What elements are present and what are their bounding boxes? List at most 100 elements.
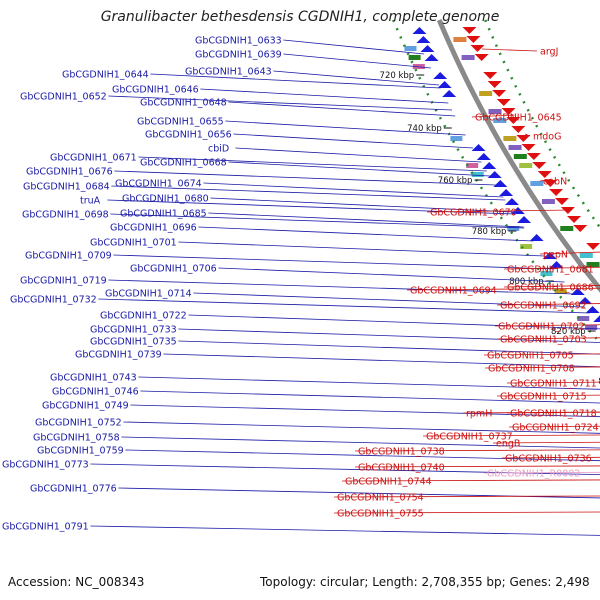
left-leader-line (108, 279, 575, 295)
right-gene-label: GbCGDNIH1_0740 (358, 463, 445, 474)
reverse-gene-arrow (482, 162, 497, 169)
tick-label: 720 kbp (380, 71, 415, 81)
feature-block (579, 253, 593, 258)
forward-gene-arrow (466, 36, 481, 43)
left-gene-label: GbCGDNIH1_0698 (22, 210, 109, 221)
left-gene-label: GbCGDNIH1_0701 (90, 238, 177, 249)
reverse-gene-arrow (504, 198, 519, 205)
left-gene-label: GbCGDNIH1_0639 (195, 50, 282, 61)
right-gene-label: GbCGDNIH1_0705 (487, 351, 574, 362)
forward-gene-arrow (549, 189, 564, 196)
left-gene-label: GbCGDNIH1_0676 (26, 167, 113, 178)
left-leader-line (188, 314, 600, 330)
label-leader-lines (90, 39, 600, 536)
tick-760-kbp: 760 kbp (438, 176, 483, 186)
feature-block (513, 154, 527, 159)
right-gene-label: GbCGDNIH1_0724 (512, 423, 599, 434)
right-gene-label: GbCGDNIH1_0744 (345, 477, 432, 488)
left-leader-line (210, 197, 514, 213)
forward-gene-arrow (474, 54, 489, 61)
right-leader-line (503, 266, 600, 270)
left-leader-line (225, 120, 466, 136)
left-gene-label: GbCGDNIH1_0791 (2, 522, 89, 533)
feature-block (453, 37, 467, 42)
right-leader-line (506, 411, 600, 414)
right-leader-line (483, 471, 600, 474)
left-gene-label: GbCGDNIH1_0656 (145, 130, 232, 141)
right-leader-line (539, 251, 600, 255)
feature-block (408, 55, 421, 60)
forward-gene-arrow (492, 90, 507, 97)
accession-text: Accession: NC_008343 (8, 575, 145, 589)
left-gene-label: GbCGDNIH1_0752 (35, 418, 122, 429)
right-leader-line (426, 209, 572, 213)
left-gene-label: GbCGDNIH1_0709 (25, 251, 112, 262)
reverse-gene-arrow (433, 72, 448, 79)
left-leader-line (140, 390, 600, 404)
feature-block (560, 226, 574, 231)
left-gene-label: GbCGDNIH1_0749 (42, 401, 129, 412)
feature-block (585, 325, 598, 330)
feature-block (493, 118, 507, 123)
reverse-gene-arrow (517, 216, 532, 223)
left-leader-line (110, 213, 525, 229)
left-gene-label: GbCGDNIH1_0643 (185, 67, 272, 78)
left-gene-label: GbCGDNIH1_0739 (75, 350, 162, 361)
right-gene-label: GbCGDNIH1_0711 (510, 379, 597, 390)
left-gene-label: GbCGDNIH1_0706 (130, 264, 217, 275)
feature-block (540, 271, 553, 276)
right-gene-label: GbCGDNIH1_0718 (510, 409, 597, 420)
reverse-gene-arrow (593, 315, 600, 322)
left-leader-line (130, 404, 600, 418)
forward-gene-arrow (462, 27, 477, 34)
right-gene-label: GbCGDNIH1_0686 (507, 283, 594, 294)
tick-label: 740 kbp (407, 124, 442, 134)
left-leader-line (228, 161, 490, 177)
right-leader-line (406, 287, 600, 291)
right-leader-line (483, 353, 600, 356)
forward-gene-arrow (586, 243, 600, 250)
left-gene-label: GbCGDNIH1_0714 (105, 289, 192, 300)
tick-740-kbp: 740 kbp (407, 124, 452, 134)
left-leader-line (178, 340, 600, 355)
right-gene-label: GbCGDNIH1_0754 (337, 493, 424, 504)
left-gene-label: GbCGDNIH1_0668 (140, 158, 227, 169)
right-gene-label: engB (496, 439, 520, 450)
left-gene-label: GbCGDNIH1_0722 (100, 311, 187, 322)
forward-gene-arrow (487, 81, 502, 88)
forward-gene-arrow (543, 180, 558, 187)
right-leader-line (539, 178, 552, 182)
left-gene-label: GbCGDNIH1_0652 (20, 92, 107, 103)
left-leader-line (125, 449, 600, 462)
left-leader-line (111, 185, 506, 201)
tick-720-kbp: 720 kbp (380, 71, 425, 81)
feature-block (479, 91, 493, 96)
left-gene-label: GbCGDNIH1_0674 (115, 179, 202, 190)
right-leader-line (524, 133, 531, 137)
left-leader-line (98, 298, 591, 314)
left-leader-line (150, 73, 441, 89)
left-gene-label: GbCGDNIH1_0644 (62, 70, 149, 81)
right-leader-line (496, 303, 600, 306)
reverse-gene-arrow (412, 27, 427, 34)
forward-gene-arrow (496, 99, 511, 106)
map-title: Granulibacter bethesdensis CGDNIH1, comp… (100, 9, 500, 25)
left-leader-line (233, 133, 474, 149)
left-gene-label: GbCGDNIH1_0759 (37, 446, 124, 457)
right-leader-line (481, 48, 538, 52)
right-leader-line (354, 449, 600, 452)
left-leader-line (198, 226, 534, 242)
reverse-gene-arrow (420, 45, 435, 52)
right-gene-label: rpmH (466, 409, 492, 420)
left-leader-line (283, 39, 425, 55)
feature-block (520, 244, 533, 249)
right-gene-label: mdoG (533, 132, 561, 143)
right-leader-line (506, 381, 600, 384)
right-leader-line (422, 434, 600, 437)
left-leader-line (178, 328, 600, 343)
feature-block (508, 145, 522, 150)
right-gene-label: pepN (543, 250, 568, 261)
left-leader-line (90, 463, 600, 475)
